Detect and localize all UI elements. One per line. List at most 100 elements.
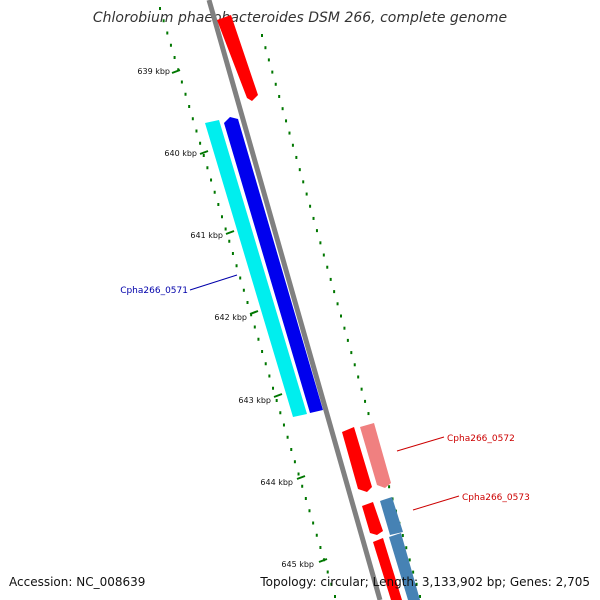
ring-dot xyxy=(279,411,282,415)
ring-dot xyxy=(202,154,205,157)
tick-label: 644 kbp xyxy=(260,478,293,487)
ring-dot xyxy=(340,314,342,318)
ring-dot xyxy=(206,166,209,170)
ring-dot xyxy=(301,484,304,488)
ring-dot xyxy=(322,253,325,257)
tick-label: 643 kbp xyxy=(238,396,271,405)
gene-callout-cpha266-0572[interactable]: Cpha266_0572 xyxy=(396,434,515,452)
gene-feature-cpha266-0571-outer[interactable] xyxy=(205,120,307,417)
ring-dot xyxy=(264,46,267,50)
ring-dot xyxy=(295,155,298,159)
ring-dot xyxy=(272,386,275,390)
genome-summary: Topology: circular; Length: 3,133,902 bp… xyxy=(260,575,590,589)
ring-dot xyxy=(305,192,308,196)
ring-dot xyxy=(405,546,408,550)
gene-label: Cpha266_0571 xyxy=(120,286,188,296)
gene-feature-cpha266-0573-gene[interactable] xyxy=(380,497,403,535)
ring-dot xyxy=(308,509,311,513)
ring-dot xyxy=(415,582,418,586)
tick-label: 645 kbp xyxy=(281,560,314,569)
genome-backbone xyxy=(206,0,383,600)
gene-feature-bottom-red[interactable] xyxy=(373,538,402,600)
ring-dot xyxy=(169,43,172,47)
ring-dot xyxy=(250,313,253,317)
ring-dot xyxy=(298,168,301,172)
ring-dot xyxy=(184,92,187,96)
tick-label: 639 kbp xyxy=(137,67,170,76)
gene-feature-top-red-cds[interactable] xyxy=(217,15,258,101)
ring-dot xyxy=(286,435,289,439)
ring-dot xyxy=(330,582,333,586)
gene-callout-cpha266-0571[interactable]: Cpha266_0571 xyxy=(120,274,238,296)
ring-dot xyxy=(288,131,291,135)
ring-dot xyxy=(278,94,281,98)
ring-dot xyxy=(282,423,285,427)
gene-label: Cpha266_0573 xyxy=(462,493,530,503)
ring-dot xyxy=(350,351,353,355)
ring-dot xyxy=(367,412,370,416)
ring-dot xyxy=(224,227,227,231)
ring-dot xyxy=(210,178,213,182)
tick-643: 643 kbp xyxy=(238,393,283,405)
ring-dot xyxy=(302,180,305,184)
ring-dot xyxy=(401,534,404,538)
ring-dot xyxy=(242,288,245,292)
ring-dot xyxy=(412,570,415,574)
tick-642: 642 kbp xyxy=(214,310,259,322)
ring-dot xyxy=(419,595,421,598)
ring-dot xyxy=(315,533,318,537)
tick-640: 640 kbp xyxy=(164,149,209,158)
ring-dot xyxy=(217,203,220,206)
ring-dot xyxy=(312,216,315,220)
ring-dot xyxy=(408,558,411,562)
ring-dot xyxy=(353,363,356,367)
ring-dot xyxy=(357,375,360,379)
ring-dot xyxy=(257,337,260,341)
ring-dot xyxy=(291,143,294,147)
gene-feature-cpha266-0573-cds[interactable] xyxy=(362,502,383,535)
ring-dot xyxy=(334,595,336,598)
ring-dot xyxy=(364,399,367,403)
tick-645: 645 kbp xyxy=(281,558,328,569)
gene-label: Cpha266_0572 xyxy=(447,434,515,444)
ring-dot xyxy=(253,325,256,329)
ring-dot xyxy=(264,362,267,366)
ring-dot xyxy=(285,119,288,123)
ring-dot xyxy=(329,277,332,281)
ring-dot xyxy=(360,387,363,391)
ring-dot xyxy=(162,19,165,23)
ring-dot xyxy=(315,229,318,233)
ring-dot xyxy=(333,290,336,294)
ring-dot xyxy=(188,105,191,108)
ring-dot xyxy=(271,70,274,74)
tick-644: 644 kbp xyxy=(260,475,306,487)
ring-dot xyxy=(239,276,242,280)
ring-dot xyxy=(267,58,270,62)
tick-label: 640 kbp xyxy=(164,149,197,158)
ring-dot xyxy=(312,521,315,525)
ring-dot xyxy=(304,497,307,500)
ring-dot xyxy=(274,82,277,86)
ring-dot xyxy=(199,141,202,145)
gene-feature-cpha266-0571-inner[interactable] xyxy=(224,117,323,413)
gene-feature-cpha266-0572-gene[interactable] xyxy=(360,423,391,488)
ring-dot xyxy=(268,374,271,378)
ring-dot xyxy=(346,338,349,342)
ring-dot xyxy=(166,31,169,35)
ring-dot xyxy=(326,570,329,574)
ring-dot xyxy=(246,301,249,304)
ring-dot xyxy=(290,448,293,451)
ring-dot xyxy=(309,204,312,208)
ring-dot xyxy=(191,117,194,121)
ring-dot xyxy=(261,350,264,353)
gene-feature-bottom-blue[interactable] xyxy=(389,533,420,600)
ring-dot xyxy=(326,265,329,269)
ring-dot xyxy=(228,239,231,243)
gene-callout-cpha266-0573[interactable]: Cpha266_0573 xyxy=(412,493,530,511)
accession-label: Accession: NC_008639 xyxy=(9,575,146,589)
ring-dot xyxy=(343,326,346,330)
ring-dot xyxy=(319,241,322,245)
gene-feature-cpha266-0572-cds[interactable] xyxy=(342,427,372,492)
ring-dot xyxy=(159,7,161,10)
